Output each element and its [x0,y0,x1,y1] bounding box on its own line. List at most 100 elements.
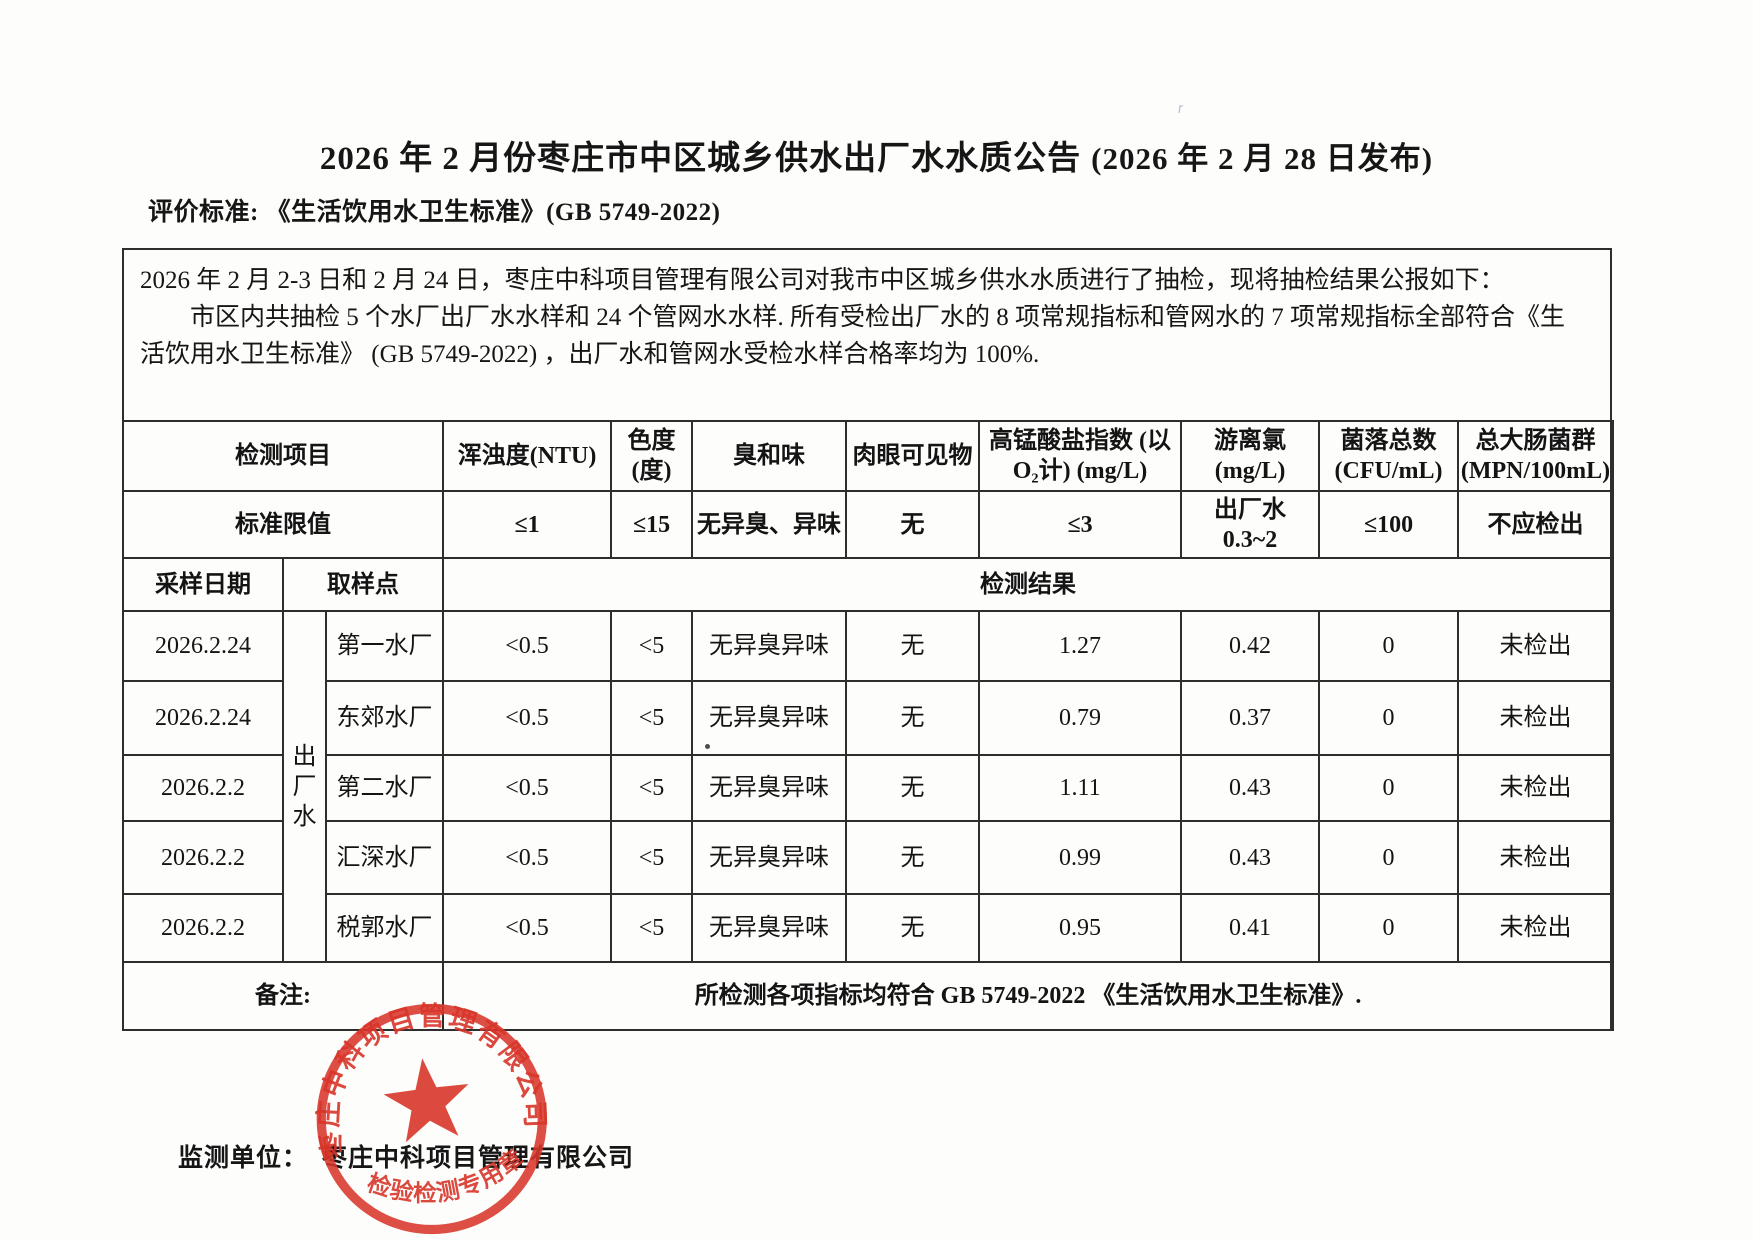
chroma-value: <5 [610,820,694,895]
chroma-value: <5 [610,610,694,682]
coliform-value: 未检出 [1457,820,1615,895]
table-row: 2026.2.24 东郊水厂 <0.5 <5 无异臭异味 无 0.79 0.37… [122,680,1615,756]
visible-value: 无 [845,754,981,822]
title-main: 2026 年 2 月份枣庄市中区城乡供水出厂水水质公告 [319,141,1082,177]
sample-date: 2026.2.24 [122,680,284,756]
col-header-permanganate: 高锰酸盐指数 (以 O₂计) (mg/L) [978,420,1183,492]
sample-date: 2026.2.24 [122,610,284,682]
scan-speck [705,744,710,749]
coliform-value: 未检出 [1457,893,1615,963]
coliform-value: 未检出 [1457,680,1615,756]
chlorine-value: 0.41 [1180,893,1321,963]
col-header-colony: 菌落总数 (CFU/mL) [1318,420,1460,492]
intro-paragraph-2: 市区内共抽检 5 个水厂出厂水水样和 24 个管网水水样. 所有受检出厂水的 8… [140,304,1566,368]
chroma-value: <5 [610,680,694,756]
intro-paragraph-1: 2026 年 2 月 2-3 日和 2 月 24 日，枣庄中科项目管理有限公司对… [140,267,1505,294]
limits-row: 标准限值 ≤1 ≤15 无异臭、异味 无 ≤3 出厂水 0.3~2 ≤100 不… [121,490,1615,559]
limit-visible: 无 [845,490,981,559]
evaluation-standard: 评价标准: 《生活饮用水卫生标准》(GB 5749-2022) [148,199,721,226]
visible-value: 无 [845,680,981,756]
chlorine-value: 0.43 [1180,820,1321,895]
turbidity-value: <0.5 [442,893,613,963]
sampling-point: 第一水厂 [324,610,445,682]
monitoring-unit-line: 监测单位： 枣庄中科项目管理有限公司 [178,1138,634,1174]
colony-value: 0 [1318,820,1460,895]
col-header-coliform: 总大肠菌群 (MPN/100mL) [1457,420,1615,492]
intro-paragraphs: 2026 年 2 月 2-3 日和 2 月 24 日，枣庄中科项目管理有限公司对… [124,250,1610,418]
page-title: 2026 年 2 月份枣庄市中区城乡供水出厂水水质公告 (2026 年 2 月 2… [0,131,1753,179]
colony-value: 0 [1318,893,1460,963]
sampling-point: 东郊水厂 [324,680,445,756]
sampling-point: 汇深水厂 [324,820,445,895]
col-header-visible: 肉眼可见物 [845,420,981,492]
limit-chroma: ≤15 [610,490,694,559]
sample-date: 2026.2.2 [122,820,284,895]
limit-colony: ≤100 [1318,490,1460,559]
chroma-value: <5 [610,893,694,963]
sampling-point: 税郭水厂 [324,893,445,963]
monitoring-unit-name: 枣庄中科项目管理有限公司 [322,1145,635,1172]
limit-turbidity: ≤1 [442,490,613,559]
chlorine-value: 0.37 [1180,680,1321,756]
odor-value: 无异臭异味 [691,820,848,895]
subheader-sampling-point: 取样点 [281,557,445,612]
odor-value: 无异臭异味 [691,754,848,822]
chroma-value: <5 [610,754,694,822]
sample-date: 2026.2.2 [122,893,284,963]
col-header-chlorine: 游离氯 (mg/L) [1180,420,1321,492]
permanganate-value: 1.11 [978,754,1183,822]
turbidity-value: <0.5 [442,820,613,895]
col-header-chroma: 色度 (度) [610,420,694,492]
permanganate-value: 0.79 [978,680,1183,756]
title-publish-date: (2026 年 2 月 28 日发布) [1091,141,1434,176]
visible-value: 无 [845,820,981,895]
col-header-odor: 臭和味 [691,420,848,492]
limit-coliform: 不应检出 [1457,490,1615,559]
table-row: 2026.2.2 第二水厂 <0.5 <5 无异臭异味 无 1.11 0.43 … [122,754,1615,822]
odor-value: 无异臭异味 [691,893,848,963]
water-quality-table: 检测项目 浑浊度(NTU) 色度 (度) 臭和味 肉眼可见物 高锰酸盐指数 (以… [121,420,1615,1031]
turbidity-value: <0.5 [442,754,613,822]
limit-permanganate: ≤3 [978,490,1183,559]
water-type-merged-cell: 出 厂 水 [282,610,327,963]
odor-value: 无异臭异味 [691,610,848,682]
subheader-sample-date: 采样日期 [122,557,284,612]
subheader-row: 采样日期 取样点 检测结果 [122,557,1615,612]
visible-value: 无 [845,610,981,682]
seal-star-icon [383,1058,469,1143]
coliform-value: 未检出 [1457,610,1615,682]
visible-value: 无 [845,893,981,963]
monitoring-unit-label: 监测单位： [178,1145,309,1172]
subheader-results: 检测结果 [442,557,1615,612]
bulletin-box: 2026 年 2 月 2-3 日和 2 月 24 日，枣庄中科项目管理有限公司对… [121,248,1615,1031]
colony-value: 0 [1318,610,1460,682]
sampling-point: 第二水厂 [324,754,445,822]
remark-text: 所检测各项指标均符合 GB 5749-2022 《生活饮用水卫生标准》. [442,961,1615,1031]
scan-smudge: r [1176,99,1185,118]
limit-odor: 无异臭、异味 [691,490,848,559]
col-header-items: 检测项目 [121,420,445,492]
permanganate-value: 0.95 [978,893,1183,963]
remark-row: 备注: 所检测各项指标均符合 GB 5749-2022 《生活饮用水卫生标准》. [121,961,1615,1031]
table-row: 2026.2.2 税郭水厂 <0.5 <5 无异臭异味 无 0.95 0.41 … [122,893,1615,963]
sample-date: 2026.2.2 [122,754,284,822]
limit-chlorine: 出厂水 0.3~2 [1180,490,1321,559]
table-row: 2026.2.2 汇深水厂 <0.5 <5 无异臭异味 无 0.99 0.43 … [122,820,1615,895]
turbidity-value: <0.5 [442,680,613,756]
colony-value: 0 [1318,754,1460,822]
limits-label: 标准限值 [121,490,445,559]
colony-value: 0 [1318,680,1460,756]
remark-label: 备注: [121,961,445,1031]
col-header-turbidity: 浑浊度(NTU) [442,420,613,492]
turbidity-value: <0.5 [442,610,613,682]
permanganate-value: 0.99 [978,820,1183,895]
chlorine-value: 0.42 [1180,610,1321,682]
odor-value: 无异臭异味 [691,680,848,756]
coliform-value: 未检出 [1457,754,1615,822]
header-row: 检测项目 浑浊度(NTU) 色度 (度) 臭和味 肉眼可见物 高锰酸盐指数 (以… [121,420,1615,492]
permanganate-value: 1.27 [978,610,1183,682]
seal-circle [316,1003,547,1235]
chlorine-value: 0.43 [1180,754,1321,822]
table-row: 2026.2.24 出 厂 水 第一水厂 <0.5 <5 无异臭异味 无 1.2… [122,610,1615,963]
